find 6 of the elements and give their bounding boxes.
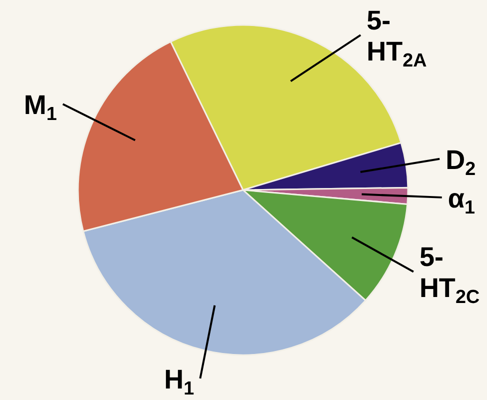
slice-label: 5-HT$_{2A}$ — [366, 5, 428, 72]
slice-label: 5-HT$_{2C}$ — [419, 242, 480, 308]
slice-label: D$_{2}$ — [446, 144, 476, 180]
slice-label: H$_{1}$ — [164, 364, 194, 400]
slice-label: M$_{1}$ — [24, 90, 57, 125]
slice-label: α$_{1}$ — [448, 183, 475, 218]
